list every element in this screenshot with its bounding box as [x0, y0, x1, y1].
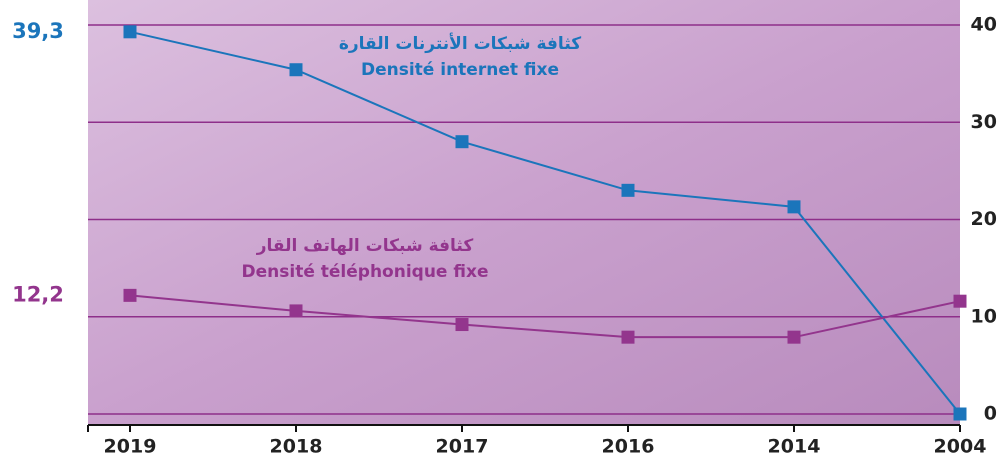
point-marker	[289, 304, 303, 318]
series-line	[129, 30, 961, 415]
x-tick-label: 2004	[934, 436, 987, 458]
y-tick-label: 0	[984, 403, 997, 425]
point-marker	[289, 63, 303, 77]
legend-label-ar: كثافة شبكات الهاتف القار	[256, 236, 474, 256]
point-marker	[123, 25, 137, 39]
point-marker	[621, 183, 635, 197]
point-marker	[787, 330, 801, 344]
point-marker	[953, 407, 967, 421]
plot-background	[88, 0, 960, 425]
point-marker	[455, 135, 469, 149]
legend-label: Densité internet fixe	[361, 60, 559, 80]
point-marker	[123, 288, 137, 302]
series-line	[129, 294, 961, 339]
y-tick-label: 40	[971, 14, 997, 36]
x-tick-label: 2017	[436, 436, 489, 458]
x-tick-label: 2019	[104, 436, 157, 458]
x-tick-label: 2014	[768, 436, 821, 458]
point-marker	[621, 330, 635, 344]
x-tick-label: 2018	[270, 436, 323, 458]
point-marker	[455, 318, 469, 332]
value-label: 12,2	[12, 282, 64, 306]
y-tick-label: 30	[971, 111, 997, 133]
x-tick-label: 2016	[602, 436, 655, 458]
value-label: 39,3	[12, 19, 64, 43]
point-marker	[953, 294, 967, 308]
y-tick-label: 10	[971, 305, 997, 327]
point-marker	[787, 200, 801, 214]
legend-label-ar: كثافة شبكات الأنترنات القارة	[339, 33, 581, 54]
y-tick-label: 20	[971, 208, 997, 230]
legend-label: Densité téléphonique fixe	[242, 262, 489, 282]
